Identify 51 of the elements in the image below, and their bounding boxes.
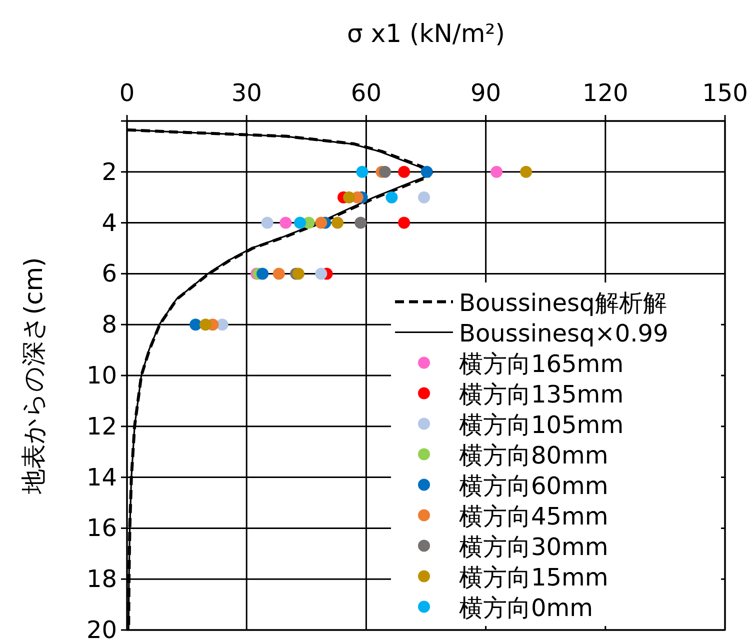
- point: [386, 191, 398, 204]
- x-axis-title: σ x1 (kN/m²): [347, 19, 505, 48]
- x-tick-label: 30: [231, 79, 262, 107]
- y-tick-label: 6: [102, 260, 117, 288]
- point: [294, 216, 306, 229]
- point: [200, 318, 212, 331]
- y-tick-label: 16: [86, 514, 117, 542]
- x-tick-label: 120: [582, 79, 628, 107]
- legend-label: 横方向135mm: [459, 380, 624, 408]
- y-tick-label: 20: [86, 616, 117, 644]
- legend-label: 横方向80mm: [459, 441, 608, 470]
- legend-label: Boussinesq解析解: [459, 288, 667, 317]
- x-tick-label: 150: [702, 79, 747, 107]
- y-tick-label: 4: [102, 208, 117, 237]
- point: [331, 216, 344, 229]
- x-tick-label: 0: [119, 79, 135, 107]
- point: [420, 166, 433, 178]
- y-tick-label: 8: [102, 310, 117, 339]
- point: [216, 318, 228, 331]
- point: [520, 166, 532, 178]
- legend-label: 横方向30mm: [459, 532, 608, 561]
- point: [315, 216, 328, 229]
- point: [261, 216, 274, 229]
- point: [190, 318, 202, 331]
- y-tick-label: 18: [86, 565, 117, 594]
- point: [256, 268, 269, 280]
- legend-label: 横方向60mm: [459, 472, 608, 500]
- x-tick-label: 90: [470, 79, 502, 107]
- point: [398, 216, 410, 229]
- point: [418, 191, 430, 204]
- point: [280, 216, 292, 229]
- point: [315, 268, 328, 280]
- point: [343, 191, 356, 204]
- legend-label: 横方向0mm: [459, 594, 594, 622]
- y-tick-label: 10: [86, 362, 117, 390]
- point: [272, 268, 285, 280]
- legend-label: 横方向165mm: [459, 350, 624, 378]
- legend-label: 横方向45mm: [459, 502, 608, 530]
- legend-label: 横方向105mm: [459, 410, 624, 439]
- y-tick-label: 12: [86, 412, 117, 440]
- legend-label: 横方向15mm: [459, 563, 608, 592]
- y-axis-title: 地表からの深さ(cm): [19, 257, 48, 495]
- point: [490, 166, 503, 178]
- point: [354, 216, 367, 229]
- x-tick-label: 60: [350, 79, 382, 107]
- legend-label: Boussinesq×0.99: [459, 319, 668, 348]
- point: [378, 166, 391, 178]
- point: [398, 166, 410, 178]
- y-tick-label: 2: [102, 158, 117, 186]
- point: [356, 166, 368, 178]
- y-tick-label: 14: [86, 463, 117, 492]
